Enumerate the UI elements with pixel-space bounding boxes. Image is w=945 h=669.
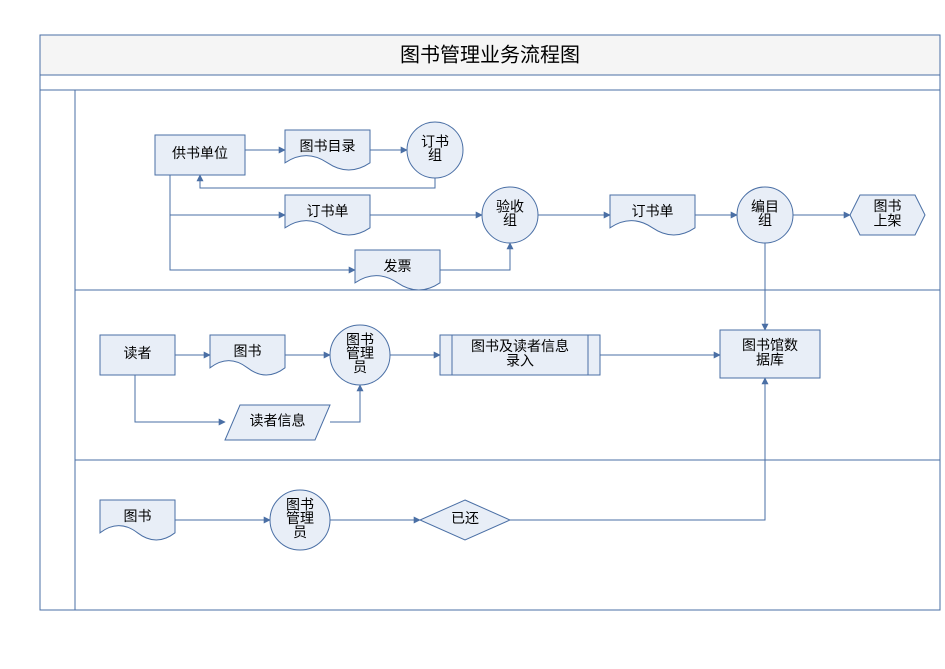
svg-text:图书及读者信息: 图书及读者信息 xyxy=(471,338,569,355)
svg-text:组: 组 xyxy=(428,148,442,164)
flowchart-diagram: 图书管理业务流程图供书单位图书目录订书组订书单验收组订书单编目组图书上架发票读者… xyxy=(0,0,945,669)
svg-text:已还: 已还 xyxy=(451,511,479,527)
edge xyxy=(135,375,225,422)
edge xyxy=(170,175,285,215)
svg-text:订书单: 订书单 xyxy=(632,204,674,220)
svg-text:读者: 读者 xyxy=(124,345,152,362)
edge xyxy=(330,385,360,422)
svg-text:发票: 发票 xyxy=(384,259,412,275)
edge xyxy=(510,378,765,520)
svg-text:组: 组 xyxy=(503,213,517,229)
edge xyxy=(440,243,510,270)
svg-text:验收: 验收 xyxy=(496,199,524,215)
svg-text:图书: 图书 xyxy=(286,498,314,514)
svg-text:管理: 管理 xyxy=(346,346,374,362)
svg-text:读者信息: 读者信息 xyxy=(250,413,306,430)
svg-text:图书: 图书 xyxy=(346,333,374,349)
svg-text:编目: 编目 xyxy=(751,199,779,215)
svg-text:员: 员 xyxy=(353,361,367,376)
svg-text:上架: 上架 xyxy=(874,214,902,230)
svg-text:图书管理业务流程图: 图书管理业务流程图 xyxy=(400,44,580,67)
svg-text:员: 员 xyxy=(293,526,307,541)
svg-text:图书目录: 图书目录 xyxy=(300,139,356,155)
svg-text:图书: 图书 xyxy=(234,344,262,360)
svg-text:图书: 图书 xyxy=(874,199,902,215)
svg-text:图书: 图书 xyxy=(124,509,152,525)
svg-text:录入: 录入 xyxy=(506,354,534,370)
svg-text:管理: 管理 xyxy=(286,511,314,527)
edge xyxy=(200,175,435,188)
svg-text:据库: 据库 xyxy=(756,353,784,369)
svg-text:订书单: 订书单 xyxy=(307,204,349,220)
svg-text:供书单位: 供书单位 xyxy=(172,146,228,162)
svg-text:图书馆数: 图书馆数 xyxy=(742,338,798,354)
svg-text:组: 组 xyxy=(758,213,772,229)
svg-text:订书: 订书 xyxy=(421,134,449,150)
